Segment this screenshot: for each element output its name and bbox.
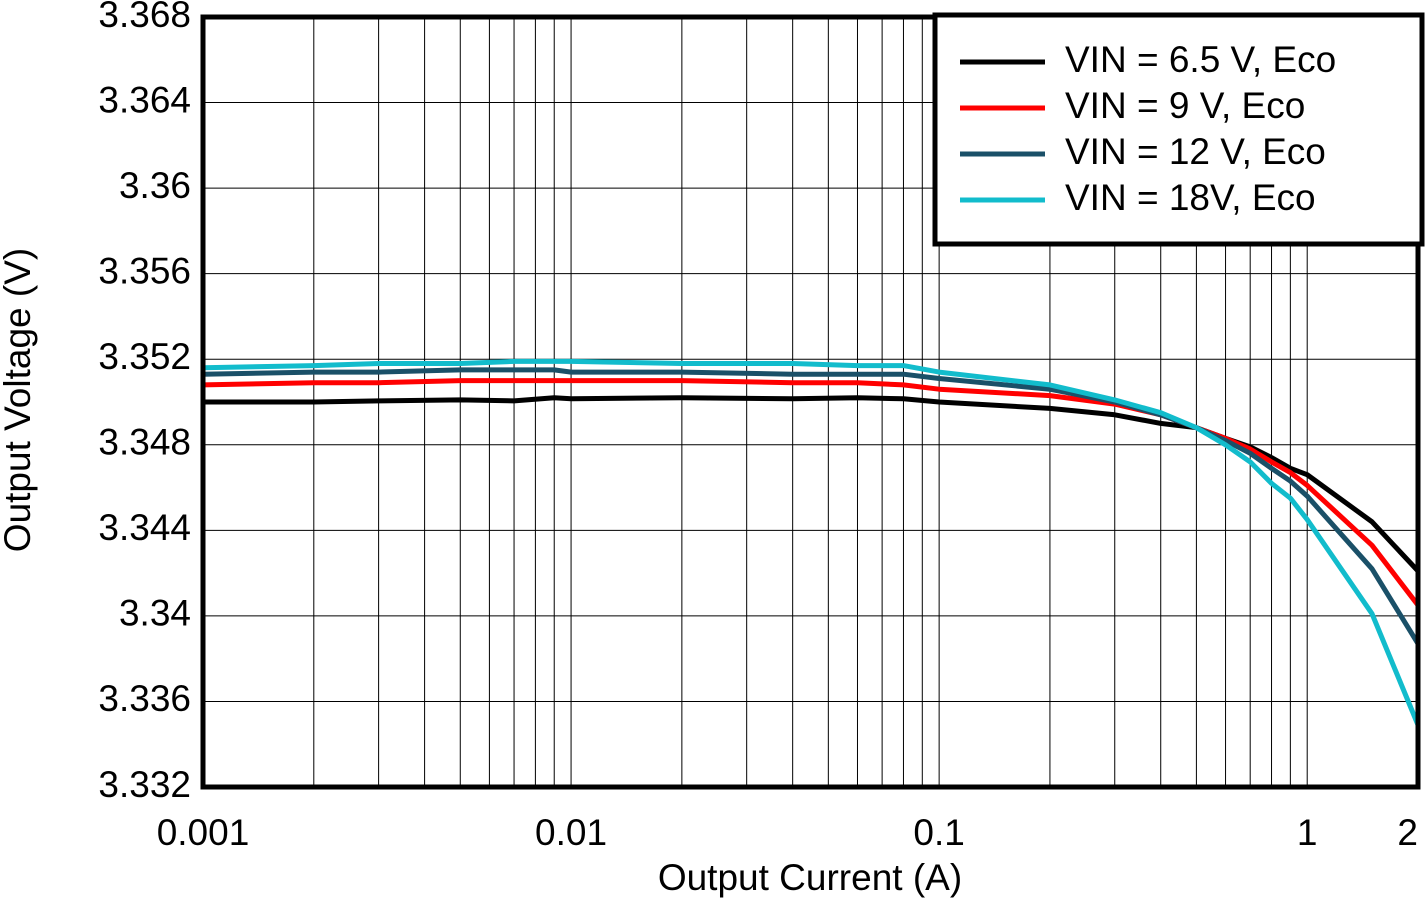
legend: VIN = 6.5 V, Eco VIN = 9 V, Eco VIN = 12 V…	[932, 12, 1425, 247]
x-tick-label: 0.01	[535, 812, 607, 853]
y-tick-label: 3.348	[98, 422, 191, 463]
y-tick-label: 3.352	[98, 336, 191, 377]
y-axis-title: Output Voltage (V)	[0, 248, 38, 552]
legend-box	[932, 12, 1425, 247]
y-tick-label: 3.364	[98, 79, 191, 120]
series-line	[203, 395, 1420, 573]
x-axis-title: Output Current (A)	[658, 857, 962, 898]
series-line	[202, 358, 1421, 726]
x-tick-label: 2	[1397, 812, 1418, 853]
legend-label: VIN = 6.5 V, Eco	[1065, 39, 1336, 80]
legend-label: VIN = 12 V, Eco	[1065, 131, 1326, 172]
legend-label: VIN = 9 V, Eco	[1065, 85, 1305, 126]
y-tick-label: 3.356	[98, 250, 191, 291]
y-tick-label: 3.344	[98, 507, 191, 548]
y-tick-label: 3.336	[98, 678, 191, 719]
series-line	[202, 378, 1420, 607]
y-tick-label: 3.368	[98, 0, 191, 35]
y-tick-label: 3.332	[98, 764, 191, 805]
x-tick-label: 0.1	[913, 812, 964, 853]
y-tick-label: 3.34	[119, 593, 191, 634]
legend-label: VIN = 18V, Eco	[1065, 177, 1316, 218]
series-line	[202, 367, 1421, 646]
x-tick-label: 1	[1297, 812, 1318, 853]
x-tick-label: 0.001	[157, 812, 250, 853]
y-tick-label: 3.36	[119, 165, 191, 206]
plot-frame	[200, 14, 1421, 790]
